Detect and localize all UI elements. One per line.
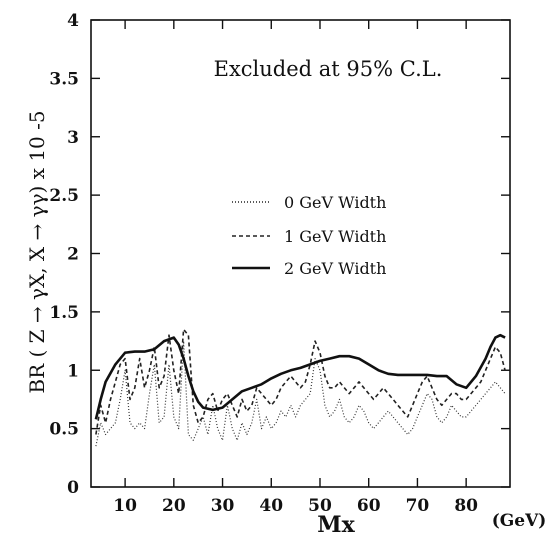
legend-label-0gev: 0 GeV Width [284, 193, 386, 212]
x-tick-label: 10 [113, 496, 137, 516]
y-tick-label: 1.5 [49, 303, 79, 323]
x-tick-label: 50 [308, 496, 332, 516]
y-tick-label: 1 [67, 361, 79, 381]
exclusion-annotation: Excluded at 95% C.L. [214, 57, 443, 81]
series-layer [94, 328, 506, 447]
y-axis-label: BR ( Z → γX, X → γγ) x 10 -5 [25, 110, 49, 393]
series-line-dashed [95, 328, 506, 435]
y-tick-label: 0.5 [49, 420, 79, 440]
x-axis-label: Mx [317, 512, 355, 538]
y-tick-label: 3.5 [49, 69, 79, 89]
plot-frame [90, 19, 511, 488]
legend-label-1gev: 1 GeV Width [284, 227, 386, 246]
series-line-dotted [95, 340, 506, 447]
y-tick-label: 3 [67, 128, 79, 148]
y-tick-label: 0 [67, 478, 79, 498]
ticks: 0 0.5 1 1.5 2 2.5 3 3.5 4 10 20 30 40 50 60 70 80 [49, 11, 510, 516]
x-axis-unit: (GeV) [492, 511, 547, 531]
y-tick-label: 2.5 [49, 186, 79, 206]
y-tick-label: 2 [67, 245, 79, 265]
y-tick-label: 4 [67, 11, 79, 31]
x-tick-label: 70 [406, 496, 430, 516]
legend-label-2gev: 2 GeV Width [284, 259, 386, 278]
x-tick-label: 40 [259, 496, 283, 516]
x-tick-label: 20 [162, 496, 186, 516]
series-line-solid [94, 333, 506, 420]
legend: 0 GeV Width 1 GeV Width 2 GeV Width [232, 193, 386, 278]
plot-border [90, 19, 511, 488]
x-tick-label: 60 [357, 496, 381, 516]
x-tick-label: 30 [211, 496, 235, 516]
x-tick-label: 80 [454, 496, 478, 516]
